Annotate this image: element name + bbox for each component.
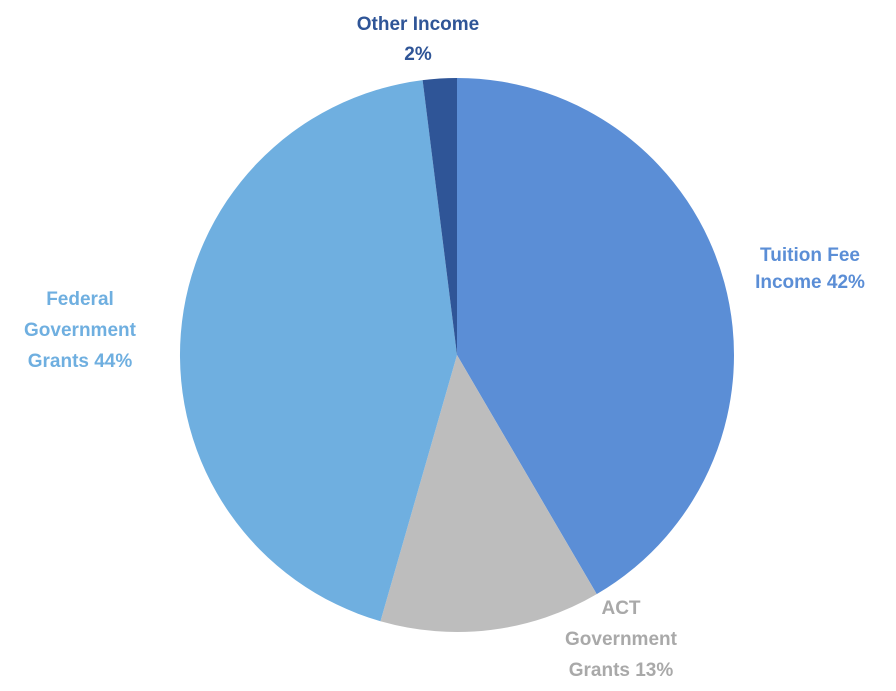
pie-slice-tuition-fee-income (457, 78, 735, 595)
data-label-line: Other Income (357, 14, 479, 35)
data-label-line: 2% (404, 44, 432, 65)
data-label-act-government-grants: ACT Government Grants 13% (565, 598, 678, 681)
pie-slice-other-income (422, 78, 457, 355)
data-label-line: Income 42% (755, 272, 865, 293)
pie-slice-act-government-grants (380, 355, 597, 633)
data-label-tuition-fee-income: Tuition Fee Income 42% (755, 245, 865, 293)
data-label-line: Federal (46, 289, 114, 310)
pie-slices (179, 78, 735, 633)
data-label-other-income: Other Income 2% (357, 14, 479, 65)
data-label-line: Government (24, 320, 137, 341)
pie-labels: Tuition Fee Income 42% ACT Government Grants… (24, 14, 865, 681)
data-label-line: Tuition Fee (760, 245, 860, 266)
data-label-line: ACT (601, 598, 640, 619)
pie-slice-federal-government-grants (179, 80, 458, 622)
data-label-line: Grants 44% (28, 351, 133, 372)
data-label-federal-government-grants: Federal Government Grants 44% (24, 289, 137, 372)
data-label-line: Grants 13% (569, 660, 674, 681)
data-label-line: Government (565, 629, 678, 650)
